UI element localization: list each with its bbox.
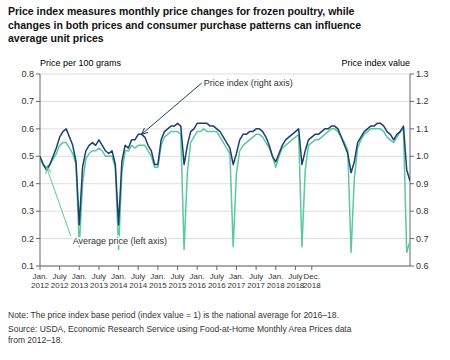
x-tick-label: July2013 — [90, 272, 108, 290]
x-tick-label: July2017 — [247, 272, 265, 290]
y-tick-label: 0.4 — [21, 179, 34, 189]
x-tick-label: Jan.2015 — [149, 272, 167, 290]
y2-tick — [410, 238, 414, 239]
background — [0, 0, 450, 360]
source: Source: USDA, Economic Research Service … — [8, 324, 352, 345]
y-tick — [36, 211, 40, 212]
grid-line — [40, 101, 410, 102]
y-tick — [36, 74, 40, 75]
y2-tick-label: 1.1 — [416, 124, 429, 134]
grid-line — [40, 266, 410, 267]
y2-tick-label: 1.0 — [416, 151, 429, 161]
y-tick — [36, 183, 40, 184]
x-tick — [256, 266, 257, 270]
y-tick — [36, 238, 40, 239]
y2-tick-label: 1.3 — [416, 69, 429, 79]
x-tick-label: July2012 — [51, 272, 69, 290]
x-tick — [98, 266, 99, 270]
x-tick-label: Jan.2012 — [31, 272, 49, 290]
y2-tick-label: 0.6 — [416, 261, 429, 271]
y-tick-label: 0.2 — [21, 234, 34, 244]
x-tick — [59, 266, 60, 270]
x-tick — [216, 266, 217, 270]
y2-tick — [410, 183, 414, 184]
y2-tick-label: 0.8 — [416, 206, 429, 216]
y2-tick-label: 1.2 — [416, 96, 429, 106]
series-line — [40, 129, 410, 252]
x-tick-label: July2016 — [208, 272, 226, 290]
x-tick — [118, 266, 119, 270]
x-tick — [177, 266, 178, 270]
x-tick — [295, 266, 296, 270]
x-tick-label: July2015 — [169, 272, 187, 290]
x-tick — [157, 266, 158, 270]
y-tick-label: 0.6 — [21, 124, 34, 134]
y2-tick-label: 0.7 — [416, 234, 429, 244]
y2-tick — [410, 74, 414, 75]
y-tick — [36, 156, 40, 157]
y-axis-line — [40, 74, 41, 266]
x-tick — [40, 266, 41, 270]
direct-labels: Average price (left axis) Price index (ri… — [47, 78, 293, 246]
y-tick-label: 0.3 — [21, 206, 34, 216]
y2-tick — [410, 101, 414, 102]
y-tick-label: 0.8 — [21, 69, 34, 79]
x-tick-label: Jan.2016 — [188, 272, 206, 290]
x-axis-line — [40, 266, 410, 267]
y-tick — [36, 266, 40, 267]
grid-line — [40, 211, 410, 212]
y-tick-label: 0.5 — [21, 151, 34, 161]
grid — [40, 74, 410, 266]
x-tick-label: July2014 — [129, 272, 147, 290]
y2-tick-label: 0.9 — [416, 179, 429, 189]
series-label: Average price (left axis) — [73, 236, 167, 246]
chart: Price index measures monthly price chang… — [0, 0, 450, 360]
x-tick — [197, 266, 198, 270]
grid-line — [40, 128, 410, 129]
x-tick — [79, 266, 80, 270]
note: Note: The price index base period (index… — [8, 310, 339, 320]
y-axis-label: Price per 100 grams — [40, 58, 122, 68]
label-arrow — [142, 83, 202, 134]
series-line — [40, 123, 410, 224]
y-tick — [36, 128, 40, 129]
y-tick-label: 0.1 — [21, 261, 34, 271]
series-group — [40, 123, 410, 252]
x-tick-label: Dec.2018 — [303, 272, 321, 290]
x-tick-label: Jan.2014 — [110, 272, 128, 290]
x-tick — [275, 266, 276, 270]
label-arrow — [47, 167, 71, 236]
x-tick-label: Jan.2017 — [228, 272, 246, 290]
y-tick-label: 0.7 — [21, 96, 34, 106]
y2-tick — [410, 211, 414, 212]
x-tick-label: Jan.2018 — [267, 272, 285, 290]
grid-line — [40, 74, 410, 75]
y-tick — [36, 101, 40, 102]
title: Price index measures monthly price chang… — [8, 5, 361, 44]
y2-axis-line — [410, 74, 411, 266]
x-tick-label: Jan.2013 — [70, 272, 88, 290]
x-tick — [311, 266, 312, 270]
y2-tick — [410, 128, 414, 129]
x-tick — [236, 266, 237, 270]
y2-tick — [410, 156, 414, 157]
y2-tick — [410, 266, 414, 267]
y2-axis-label: Price index value — [341, 58, 410, 68]
x-tick — [138, 266, 139, 270]
series-label: Price index (right axis) — [204, 78, 293, 88]
